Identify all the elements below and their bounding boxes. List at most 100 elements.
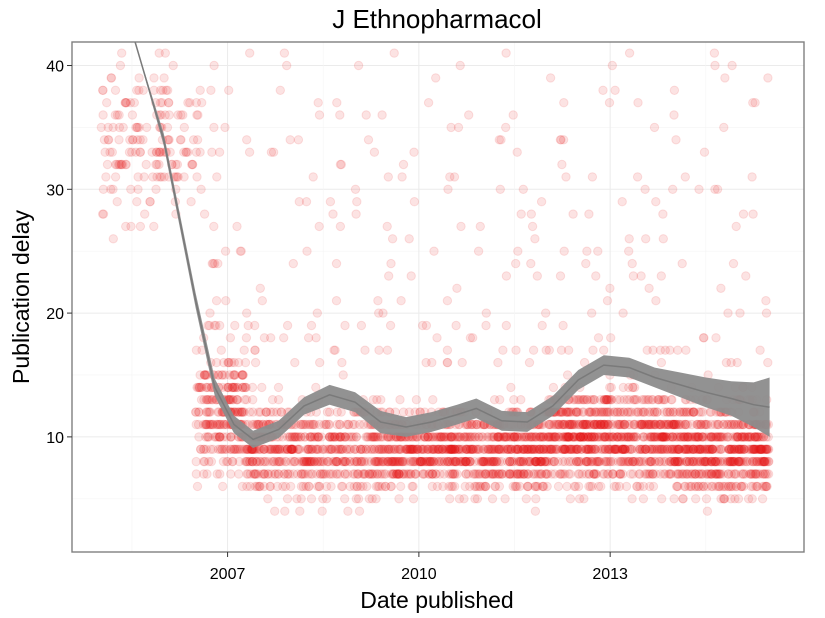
data-point [228,444,238,454]
data-point [331,456,342,467]
data-point [255,456,265,467]
data-point [599,345,609,355]
x-tick-label: 2007 [210,566,246,583]
data-point [359,456,369,467]
data-point [349,481,359,492]
data-point [145,197,155,207]
data-point [385,320,396,331]
data-point [280,506,290,516]
data-point [382,345,393,355]
data-point [209,320,220,331]
data-point [738,209,749,219]
data-point [257,296,267,306]
data-point [314,221,324,232]
data-point [224,370,235,380]
data-point [517,444,527,454]
data-point [191,147,202,157]
data-point [199,370,210,380]
data-point [202,419,212,430]
data-point [763,357,773,368]
data-point [348,469,359,479]
data-point [357,444,368,454]
data-point [537,456,547,467]
data-point [252,456,262,467]
data-point [377,110,387,120]
data-point [409,147,419,157]
data-point [356,444,366,454]
data-point [456,221,466,232]
data-point [296,432,306,442]
data-point [242,456,252,467]
data-point [327,444,337,454]
data-point [301,444,312,454]
data-point [465,419,475,430]
data-point [293,135,304,145]
data-point [279,444,289,454]
data-point [330,432,340,442]
data-point [545,73,556,83]
data-point [666,395,676,405]
data-point [308,172,318,182]
data-point [371,432,381,442]
data-point [318,469,328,479]
data-point [392,469,402,479]
data-point [656,357,667,368]
data-point [102,98,112,108]
data-point [255,407,266,417]
data-point [312,469,322,479]
data-point [556,345,567,355]
data-point [303,444,314,454]
data-point [211,419,221,430]
data-point [614,481,625,492]
data-point [250,357,261,368]
data-point [542,469,552,479]
data-point [200,370,211,380]
data-point [133,184,143,195]
data-point [163,85,173,96]
data-point [259,469,269,479]
data-point [369,432,379,442]
data-point [360,469,370,479]
data-point [371,456,381,467]
data-point [241,444,251,454]
data-point [677,258,687,269]
data-point [439,432,449,442]
data-point [490,456,500,467]
data-point [329,432,339,442]
data-point [207,147,217,157]
data-point [605,382,615,393]
data-point [526,209,536,219]
data-point [154,147,164,157]
data-point [125,98,136,108]
data-point [230,382,241,393]
data-point [693,481,704,492]
data-point [681,407,692,417]
data-point [583,456,593,467]
data-point [321,469,331,479]
data-point [511,345,521,355]
data-point [501,122,511,133]
data-point [345,432,356,442]
data-point [313,444,323,454]
data-point [204,432,214,442]
data-point [533,469,544,479]
data-point [214,147,225,157]
data-point [198,419,209,430]
data-point [98,85,108,96]
data-point [310,432,320,442]
data-point [265,481,275,492]
data-point [288,258,298,269]
data-point [366,456,377,467]
data-point [225,395,236,405]
data-point [237,444,248,454]
data-point [247,456,257,467]
data-point [250,345,260,355]
data-point [282,444,293,454]
data-point [443,184,453,195]
data-point [298,469,308,479]
data-point [762,469,772,479]
data-point [681,345,691,355]
data-point [738,469,749,479]
data-point [555,271,566,281]
data-point [746,481,756,492]
